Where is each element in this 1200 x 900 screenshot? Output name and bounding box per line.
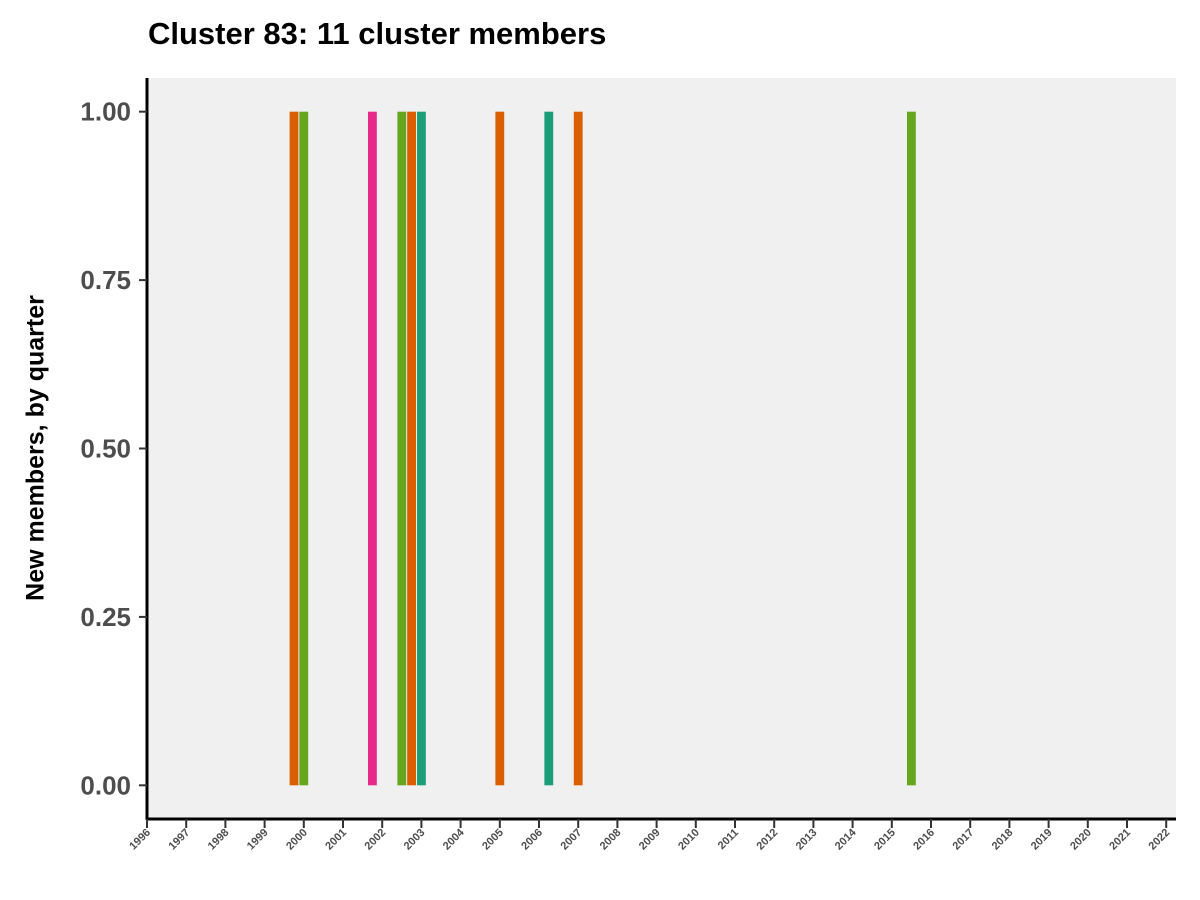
x-tick-label: 2001: [323, 827, 349, 853]
x-tick-label: 1997: [167, 827, 193, 853]
x-tick-label: 2007: [559, 827, 585, 853]
x-tick-label: 1998: [206, 827, 232, 853]
bar: [573, 111, 583, 786]
x-tick-label: 2009: [637, 827, 663, 853]
x-tick-label: 2000: [284, 827, 310, 853]
x-tick-label: 2019: [1029, 827, 1055, 853]
plot-panel: [147, 78, 1176, 819]
bar: [416, 111, 426, 786]
bar: [289, 111, 299, 786]
bar: [397, 111, 407, 786]
x-tick-label: 1999: [245, 827, 271, 853]
x-tick-label: 2017: [951, 827, 977, 853]
x-tick-label: 2004: [441, 826, 467, 852]
bar: [495, 111, 505, 786]
bar: [906, 111, 916, 786]
bar: [367, 111, 377, 786]
x-tick-label: 1996: [127, 827, 153, 853]
x-tick-label: 2002: [363, 827, 389, 853]
y-tick-label: 0.75: [80, 265, 131, 295]
y-tick-label: 0.25: [80, 602, 131, 632]
x-tick-label: 2013: [794, 827, 820, 853]
bar: [299, 111, 309, 786]
x-tick-label: 2016: [911, 827, 937, 853]
x-tick-label: 2022: [1147, 827, 1173, 853]
y-tick-label: 0.50: [80, 434, 131, 464]
x-tick-label: 2006: [519, 827, 545, 853]
x-tick-label: 2012: [755, 827, 781, 853]
x-tick-label: 2015: [872, 827, 898, 853]
x-tick-label: 2008: [598, 827, 624, 853]
x-tick-label: 2018: [990, 827, 1016, 853]
x-tick-label: 2005: [480, 827, 506, 853]
x-tick-label: 2010: [676, 827, 702, 853]
x-tick-label: 2003: [402, 827, 428, 853]
x-tick-label: 2011: [716, 827, 741, 852]
bar: [544, 111, 554, 786]
y-tick-label: 0.00: [80, 770, 131, 800]
y-tick-label: 1.00: [80, 97, 131, 127]
x-tick-label: 2021: [1107, 827, 1133, 853]
x-tick-label: 2014: [833, 826, 859, 852]
x-tick-label: 2020: [1068, 827, 1094, 853]
bar: [407, 111, 417, 786]
chart-title: Cluster 83: 11 cluster members: [148, 16, 607, 51]
